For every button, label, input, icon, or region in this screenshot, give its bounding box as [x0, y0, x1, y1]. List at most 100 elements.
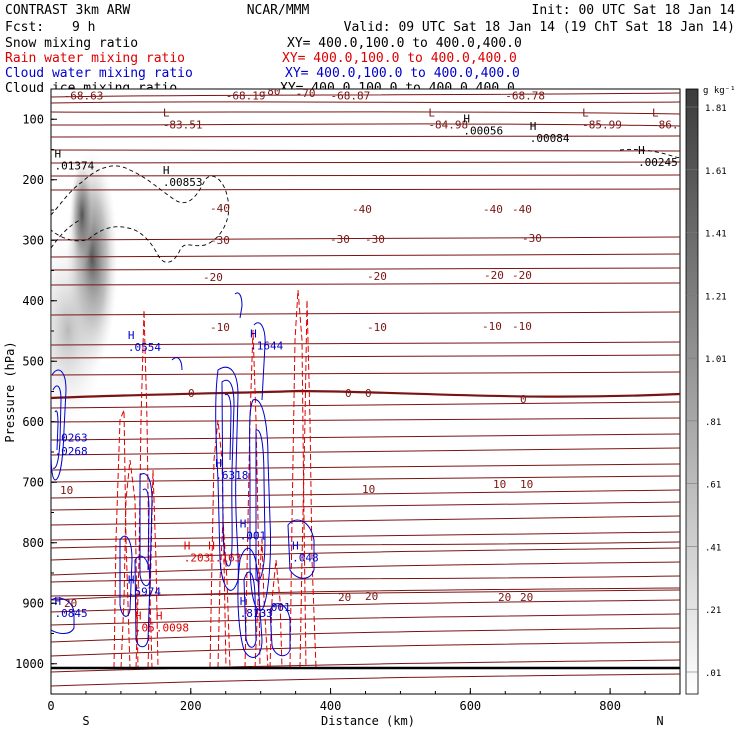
isotherm-label: -20 [203, 271, 223, 284]
isotherm-label: -40 [483, 203, 503, 216]
extremum-marker: L [331, 77, 338, 90]
extremum-value: .5974 [128, 585, 161, 598]
isotherm-label: 0 [365, 387, 372, 400]
y-tick-label: 100 [22, 112, 44, 126]
y-tick-label: 900 [22, 596, 44, 610]
cloud-ice-contours [51, 149, 680, 263]
colorbar-tick-label: 1.01 [705, 355, 727, 365]
extremum-marker: H [128, 573, 135, 586]
extremum-marker: H [530, 120, 537, 133]
y-tick-label: 400 [22, 294, 44, 308]
x-tick-label: 200 [180, 699, 202, 713]
isotherm-label: -40 [210, 202, 230, 215]
isotherm-label: 10 [362, 483, 375, 496]
extremum-value: -68.87 [331, 89, 371, 102]
extremum-marker: L [505, 77, 512, 90]
isotherm-label: -10 [512, 320, 532, 333]
extremum-value: .0845 [54, 607, 87, 620]
extremum-marker: H [261, 73, 268, 86]
extremum-value: .8133 [240, 607, 273, 620]
extremum-marker: H [54, 595, 61, 608]
extremum-marker: H [135, 610, 142, 623]
isotherm-label: 20 [338, 591, 351, 604]
y-axis: 100 200 300 400 500 600 700 800 900 1000 [15, 112, 57, 695]
extremum-marker: H [54, 147, 61, 160]
legend-cloud-water: Cloud water mixing ratio [5, 66, 193, 81]
extremum-marker: L [226, 77, 233, 90]
extremum-value: .00084 [530, 132, 570, 145]
extremum-value: .001 [240, 530, 267, 543]
cloud-water-contours [51, 292, 315, 658]
field-legend: Snow mixing ratio XY= 400.0,100.0 to 400… [5, 36, 522, 96]
extremum-value: -68.63 [64, 89, 104, 102]
extremum-marker: L [163, 106, 170, 119]
isotherm-label: 10 [520, 478, 533, 491]
colorbar-gradient [685, 88, 699, 695]
isotherm-label: -20 [512, 269, 532, 282]
extremum-value: .01374 [54, 159, 94, 172]
y-tick-label: 800 [22, 536, 44, 550]
extremum-marker: L [652, 106, 659, 119]
forecast-hour: 9 h [72, 20, 95, 35]
valid-time: Valid: 09 UTC Sat 18 Jan 14 (19 ChT Sat … [344, 20, 735, 35]
extremum-value: .00056 [463, 124, 503, 137]
north-label: N [656, 714, 663, 728]
y-tick-label: 700 [22, 475, 44, 489]
colorbar-tick-label: 1.81 [705, 104, 727, 114]
extremum-marker: H [163, 164, 170, 177]
x-tick-label: 0 [47, 699, 54, 713]
isotherm-label: 20 [520, 591, 533, 604]
extremum-value: .00853 [163, 176, 203, 189]
extremum-marker: H [463, 112, 470, 125]
extremum-value: .0268 [54, 445, 87, 458]
isotherm-label: -30 [330, 233, 350, 246]
extremum-value: -83.51 [163, 118, 203, 131]
isotherm-label: -10 [367, 321, 387, 334]
isotherm-label: 20 [64, 597, 77, 610]
forecast-label: Fcst: [5, 20, 44, 35]
model-title: CONTRAST 3km ARW [5, 3, 130, 18]
colorbar-ticks: .01 .21 .41 .61 .81 1.01 1.21 1.41 1.61 1.81 [686, 104, 727, 679]
extremum-marker: H [292, 539, 299, 552]
extremum-value: .00245 [638, 156, 678, 169]
legend-rain-xy: XY= 400.0,100.0 to 400.0,400.0 [282, 51, 517, 66]
legend-cloud-water-xy: XY= 400.0,100.0 to 400.0,400.0 [285, 66, 520, 81]
rain-water-contours [113, 289, 317, 669]
extremum-marker: L [64, 77, 71, 90]
south-label: S [82, 714, 89, 728]
isotherm-label: 20 [365, 590, 378, 603]
extremum-marker: H [638, 144, 645, 157]
isotherm-label: 0 [188, 387, 195, 400]
extremum-value: .0263 [54, 432, 87, 445]
extremum-value: -68.78 [505, 89, 545, 102]
isotherm-label: 10 [60, 484, 73, 497]
x-tick-label: 400 [320, 699, 342, 713]
y-tick-label: 200 [22, 173, 44, 187]
extremum-value: -80 [261, 85, 281, 98]
extremum-marker: H [208, 539, 215, 552]
legend-snow-xy: XY= 400.0,100.0 to 400.0,400.0 [287, 36, 522, 51]
extremum-marker: H [128, 329, 135, 342]
extremum-value: 1.163 [208, 551, 241, 564]
legend-rain: Rain water mixing ratio [5, 51, 185, 66]
colorbar-unit: g kg⁻¹ [703, 86, 736, 96]
isotherm-label: -30 [522, 232, 542, 245]
extremum-value: .203 [184, 551, 211, 564]
institution-label: NCAR/MMM [247, 3, 310, 18]
extremum-value: -68.19 [226, 89, 266, 102]
colorbar-tick-label: .81 [705, 418, 721, 428]
extremum-value: .0554 [128, 341, 161, 354]
isotherm-label: 20 [498, 591, 511, 604]
isotherm-label: -10 [482, 320, 502, 333]
x-tick-label: 800 [599, 699, 621, 713]
extremum-marker: L [428, 106, 435, 119]
extremum-value: -84.98 [428, 118, 468, 131]
isotherm-label: 0 [345, 387, 352, 400]
isotherm-label: -40 [352, 203, 372, 216]
extremum-value: .05 [135, 622, 155, 635]
isotherm-label: 0 [520, 393, 527, 406]
extremum-marker: H [240, 518, 247, 531]
colorbar-tick-label: 1.61 [705, 167, 727, 177]
isotherm-label: 10 [493, 478, 506, 491]
isotherm-label: -30 [210, 234, 230, 247]
